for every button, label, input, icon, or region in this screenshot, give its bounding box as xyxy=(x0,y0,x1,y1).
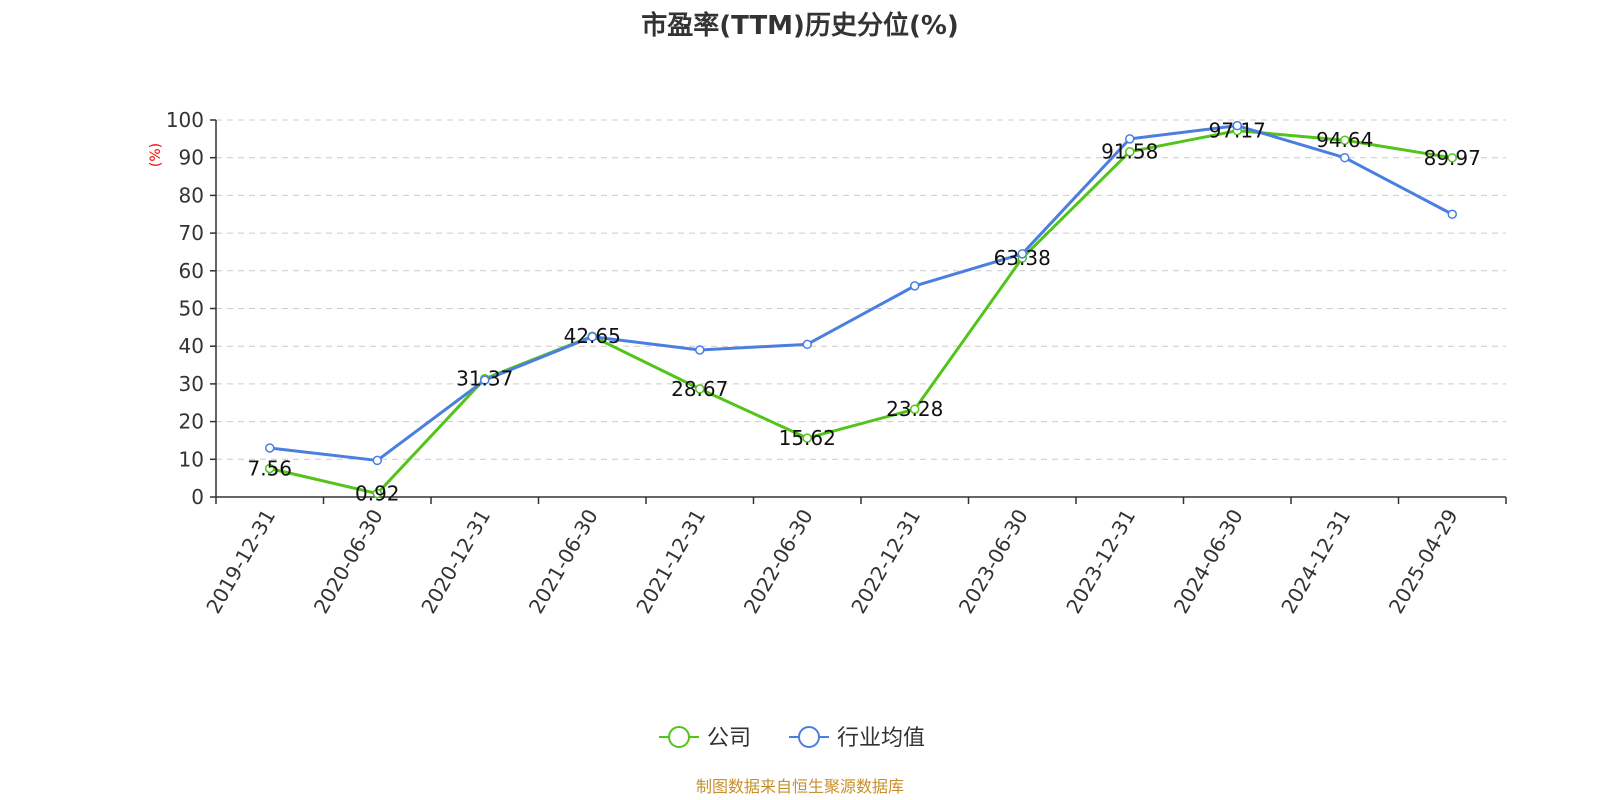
data-point[interactable] xyxy=(372,455,382,466)
y-tick-labels: 0 10 20 30 40 50 60 70 80 90 100 xyxy=(166,108,204,509)
y-tick-label: 100 xyxy=(166,108,204,132)
legend-item-0[interactable]: 公司 xyxy=(659,726,751,751)
y-tick-label: 0 xyxy=(191,485,204,509)
legend-item-1[interactable]: 行业均值 xyxy=(789,726,925,751)
data-label: 23.28 xyxy=(886,397,943,421)
data-label: 0.92 xyxy=(355,482,400,506)
data-point[interactable] xyxy=(1340,135,1350,145)
data-point[interactable] xyxy=(802,339,812,350)
data-point[interactable] xyxy=(1447,209,1457,219)
data-point[interactable] xyxy=(265,443,275,453)
data-point[interactable] xyxy=(802,433,812,443)
data-point[interactable] xyxy=(910,404,920,414)
y-tick-label: 30 xyxy=(179,372,204,396)
data-point[interactable] xyxy=(1340,152,1350,163)
data-point[interactable] xyxy=(695,384,705,394)
axes xyxy=(210,119,1507,504)
legend-marker xyxy=(668,726,690,748)
y-tick-label: 70 xyxy=(179,221,204,245)
y-tick-label: 60 xyxy=(179,259,204,283)
x-tick-label: 2025-04-29 xyxy=(1384,505,1463,618)
y-tick-label: 90 xyxy=(179,146,204,170)
data-label: 15.62 xyxy=(779,426,836,450)
y-tick-label: 40 xyxy=(179,334,204,358)
x-tick-label: 2020-12-31 xyxy=(416,505,495,618)
data-point[interactable] xyxy=(910,281,920,291)
data-label: 42.65 xyxy=(564,324,621,348)
x-tick-label: 2022-06-30 xyxy=(739,505,818,618)
data-label: 7.56 xyxy=(247,456,292,480)
series-line-1 xyxy=(269,124,1453,462)
chart-title: 市盈率(TTM)历史分位(%) xyxy=(641,10,959,41)
data-label: 91.58 xyxy=(1101,140,1158,164)
series-line-0 xyxy=(269,129,1453,496)
data-point[interactable] xyxy=(587,332,597,342)
data-label: 63.38 xyxy=(994,246,1051,270)
y-axis-label: (%) xyxy=(148,143,164,167)
y-tick-label: 50 xyxy=(179,297,204,321)
data-point[interactable] xyxy=(1125,134,1135,144)
data-point[interactable] xyxy=(1447,153,1457,163)
grid-lines xyxy=(216,119,1506,460)
data-label: 97.17 xyxy=(1209,119,1266,143)
x-tick-label: 2019-12-31 xyxy=(201,505,280,618)
legend[interactable]: 公司 行业均值 xyxy=(659,726,925,751)
x-tick-label: 2024-06-30 xyxy=(1169,505,1248,618)
x-tick-label: 2023-06-30 xyxy=(954,505,1033,618)
y-tick-label: 10 xyxy=(179,447,204,471)
legend-label: 公司 xyxy=(707,726,751,751)
x-tick-label: 2022-12-31 xyxy=(846,505,925,618)
data-point[interactable] xyxy=(1125,146,1135,157)
data-label: 89.97 xyxy=(1424,146,1481,170)
data-point[interactable] xyxy=(265,463,275,474)
series-lines xyxy=(265,120,1457,499)
y-tick-label: 80 xyxy=(179,183,204,207)
x-tick-label: 2023-12-31 xyxy=(1061,505,1140,618)
data-point[interactable] xyxy=(695,345,705,355)
data-label: 31.37 xyxy=(456,367,513,391)
legend-label: 行业均值 xyxy=(837,726,925,751)
legend-marker xyxy=(798,726,820,748)
data-point[interactable] xyxy=(372,488,382,499)
data-point[interactable] xyxy=(480,375,490,385)
data-point[interactable] xyxy=(1232,120,1242,131)
data-label: 94.64 xyxy=(1316,128,1373,152)
x-tick-label: 2020-06-30 xyxy=(309,505,388,618)
x-tick-labels: 2019-12-31 2020-06-30 2020-12-31 2021-06-30… xyxy=(201,505,1462,618)
x-tick-label: 2021-06-30 xyxy=(524,505,603,618)
x-tick-label: 2024-12-31 xyxy=(1276,505,1355,618)
source-note: 制图数据来自恒生聚源数据库 xyxy=(696,777,904,796)
x-tick-label: 2021-12-31 xyxy=(631,505,710,618)
data-label: 28.67 xyxy=(671,377,728,401)
data-point[interactable] xyxy=(1017,249,1027,259)
y-tick-label: 20 xyxy=(179,410,204,434)
data-labels: 7.56 0.92 31.37 42.65 28.67 15.62 23.28 63.38 91… xyxy=(247,119,1480,506)
